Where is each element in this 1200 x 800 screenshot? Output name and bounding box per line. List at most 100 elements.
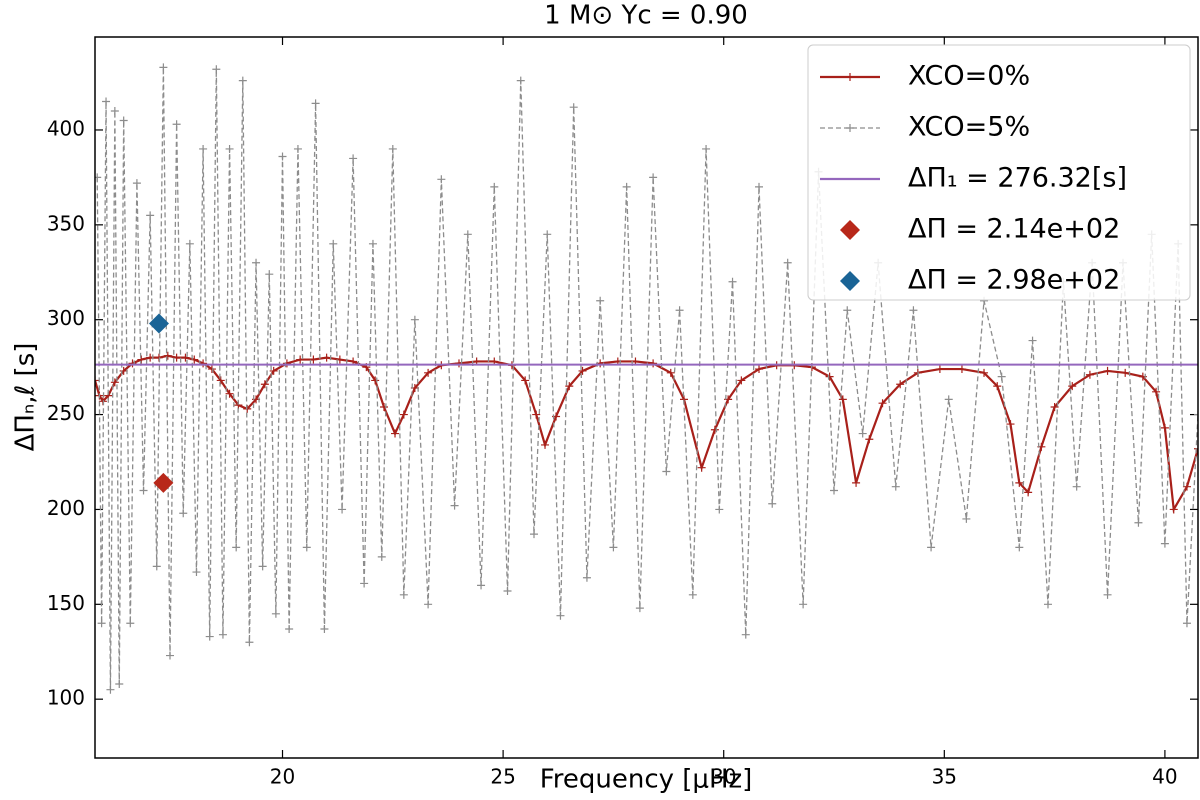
point-marker	[311, 99, 320, 108]
point-marker	[909, 306, 918, 315]
point-marker	[927, 543, 936, 552]
point-marker	[1182, 482, 1191, 491]
point-marker	[1085, 370, 1094, 379]
legend-swatch	[846, 73, 854, 81]
point-marker	[232, 543, 241, 552]
point-marker	[258, 562, 267, 571]
point-marker	[1024, 488, 1033, 497]
point-marker	[159, 63, 168, 72]
point-marker	[649, 173, 658, 182]
point-marker	[1015, 478, 1024, 487]
point-marker	[1072, 482, 1081, 491]
point-marker	[755, 182, 764, 191]
point-marker	[1160, 539, 1169, 548]
point-marker	[702, 144, 711, 153]
legend-label: ΔΠ₁ = 276.32[s]	[908, 163, 1127, 194]
point-marker	[238, 76, 247, 85]
diamond-marker	[148, 313, 169, 334]
point-marker	[296, 355, 305, 364]
point-marker	[95, 376, 99, 385]
point-marker	[424, 600, 433, 609]
point-marker	[852, 478, 861, 487]
point-marker	[935, 365, 944, 374]
point-marker	[207, 365, 216, 374]
y-tick-label: 250	[47, 401, 85, 425]
y-tick-label: 200	[47, 496, 85, 520]
point-marker	[688, 590, 697, 599]
point-marker	[1194, 410, 1198, 419]
point-marker	[556, 611, 565, 620]
point-marker	[437, 175, 446, 184]
point-marker	[997, 372, 1006, 381]
point-marker	[843, 306, 852, 315]
legend-swatch	[846, 124, 854, 132]
point-marker	[944, 395, 953, 404]
point-marker	[1043, 600, 1052, 609]
point-marker	[532, 410, 541, 419]
point-marker	[338, 505, 347, 514]
point-marker	[285, 624, 294, 633]
legend-swatch	[840, 220, 860, 240]
point-marker	[1050, 402, 1059, 411]
point-marker	[477, 581, 486, 590]
y-tick-label: 100	[47, 686, 85, 710]
point-marker	[993, 382, 1002, 391]
point-marker	[1182, 619, 1191, 628]
point-marker	[962, 514, 971, 523]
point-marker	[181, 353, 190, 362]
point-marker	[278, 152, 287, 161]
y-tick-label: 400	[47, 116, 85, 140]
point-marker	[825, 372, 834, 381]
x-tick-label: 20	[270, 765, 295, 789]
x-tick-label: 25	[490, 765, 515, 789]
point-marker	[139, 486, 148, 495]
point-marker	[293, 144, 302, 153]
point-marker	[190, 355, 199, 364]
point-marker	[302, 543, 311, 552]
point-marker	[891, 482, 900, 491]
point-marker	[1015, 543, 1024, 552]
point-marker	[957, 365, 966, 374]
point-marker	[1160, 423, 1169, 432]
point-marker	[377, 552, 386, 561]
point-marker	[199, 144, 208, 153]
point-marker	[212, 65, 221, 74]
point-marker	[768, 499, 777, 508]
point-marker	[697, 463, 706, 472]
point-marker	[635, 604, 644, 613]
point-marker	[1028, 336, 1037, 345]
y-tick-label: 350	[47, 211, 85, 235]
point-marker	[216, 376, 225, 385]
point-marker	[878, 399, 887, 408]
point-marker	[424, 368, 433, 377]
legend-label: ΔΠ = 2.98e+02	[908, 265, 1120, 296]
legend-label: ΔΠ = 2.14e+02	[908, 214, 1120, 245]
point-marker	[1103, 366, 1112, 375]
y-tick-label: 150	[47, 591, 85, 615]
point-marker	[675, 306, 684, 315]
x-tick-label: 30	[711, 765, 736, 789]
point-marker	[225, 144, 234, 153]
point-marker	[126, 619, 135, 628]
point-marker	[368, 239, 377, 248]
y-tick-label: 300	[47, 306, 85, 330]
point-marker	[980, 368, 989, 377]
point-marker	[541, 440, 550, 449]
point-marker	[799, 600, 808, 609]
point-marker	[245, 638, 254, 647]
point-marker	[192, 568, 201, 577]
point-marker	[609, 543, 618, 552]
point-marker	[666, 368, 675, 377]
point-marker	[152, 562, 161, 571]
point-marker	[710, 425, 719, 434]
x-tick-label: 35	[932, 765, 957, 789]
point-marker	[97, 619, 106, 628]
point-marker	[569, 103, 578, 112]
point-marker	[309, 355, 318, 364]
x-axis-label: Frequency [μHz]	[540, 765, 753, 795]
point-marker	[1006, 420, 1015, 429]
point-marker	[565, 382, 574, 391]
point-marker	[463, 230, 472, 239]
point-marker	[529, 530, 538, 539]
